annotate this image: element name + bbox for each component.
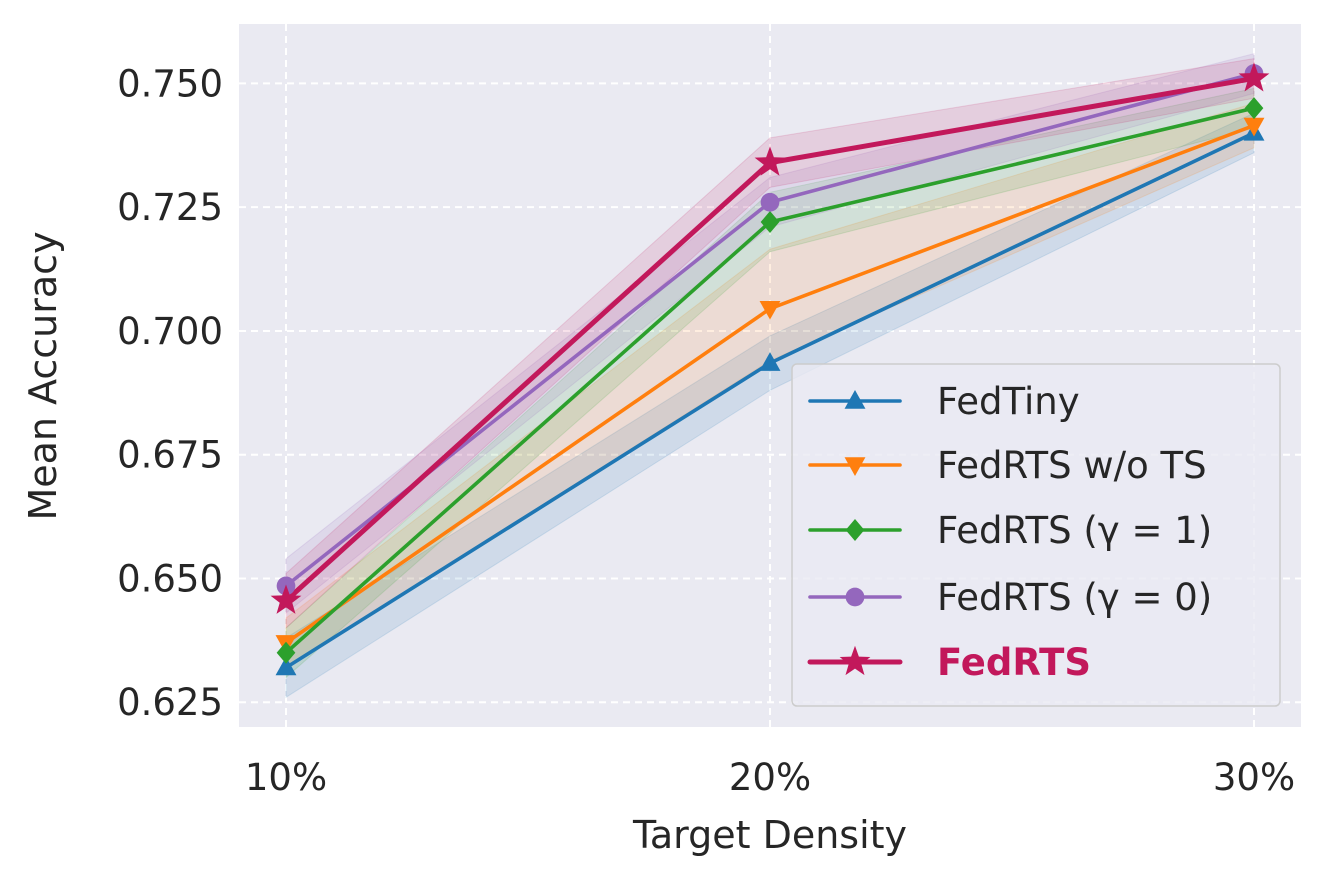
band-series-0 [285,112,1255,699]
marker-series-2-point-2 [1244,97,1264,120]
x-tick-label-2: 30% [1213,756,1295,799]
legend: FedTiny FedRTS w/o TS FedRTS (γ = 1) FedRTS… [791,363,1281,707]
marker-series-4-point-0 [270,584,302,614]
marker-series-0-point-1 [759,352,781,371]
legend-frame [791,363,1281,707]
y-tick-label-3: 0.700 [117,310,223,353]
marker-series-2-point-1 [760,211,780,234]
legend-items: FedTiny FedRTS w/o TS FedRTS (γ = 1) FedRTS… [807,380,1212,684]
marker-series-4-point-2 [1238,62,1270,92]
x-axis-ticks: 10% 20% 30% [245,756,1295,799]
y-tick-label-1: 0.650 [117,557,223,600]
marker-series-1-point-1 [759,300,781,320]
x-tick-label-0: 10% [245,756,327,799]
legend-marker-1 [844,457,866,476]
legend-label-3: FedRTS (γ = 0) [937,576,1212,619]
marker-series-1-point-2 [1243,117,1265,137]
marker-series-2-point-0 [276,641,296,664]
marker-series-4-point-1 [754,146,786,176]
legend-label-4: FedRTS [937,641,1091,684]
y-tick-label-2: 0.675 [117,434,223,477]
x-axis-label: Target Density [632,813,907,857]
legend-label-1: FedRTS w/o TS [937,444,1207,487]
x-tick-label-1: 20% [729,756,811,799]
y-axis-label: Mean Accuracy [21,231,65,520]
series-markers [270,62,1270,676]
marker-series-0-point-0 [275,656,297,676]
y-tick-label-0: 0.625 [117,681,223,724]
legend-marker-2 [845,519,865,541]
legend-marker-4 [839,645,871,676]
marker-series-3-point-1 [760,192,780,212]
legend-marker-3 [845,587,865,607]
band-series-3 [285,53,1255,615]
legend-label-2: FedRTS (γ = 1) [937,509,1212,552]
legend-label-0: FedTiny [937,380,1080,423]
y-tick-label-5: 0.750 [117,62,223,105]
legend-marker-0 [844,390,866,409]
y-tick-label-4: 0.725 [117,186,223,229]
y-axis-ticks: 0.625 0.650 0.675 0.700 0.725 0.750 [117,62,223,724]
